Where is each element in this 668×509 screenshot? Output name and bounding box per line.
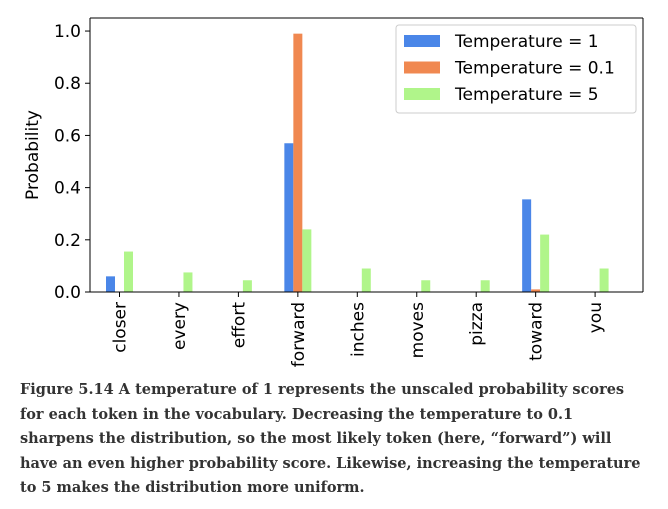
x-tick-label: every bbox=[170, 302, 190, 350]
x-tick-label: pizza bbox=[467, 302, 487, 346]
bar-moves-series-3 bbox=[421, 280, 431, 292]
bar-forward-series-2 bbox=[293, 33, 303, 293]
legend-swatch bbox=[404, 35, 440, 47]
caption-text: A temperature of 1 represents the unscal… bbox=[20, 381, 641, 496]
bar-you-series-3 bbox=[599, 268, 609, 292]
x-tick-label: moves bbox=[408, 302, 428, 358]
y-axis-label: Probability bbox=[23, 110, 43, 200]
bar-toward-series-1 bbox=[522, 199, 532, 292]
bars bbox=[106, 33, 609, 293]
bar-forward-series-1 bbox=[284, 143, 294, 292]
y-tick-label: 1.0 bbox=[54, 22, 81, 42]
bar-toward-series-2 bbox=[531, 289, 541, 292]
y-tick-label: 0.4 bbox=[54, 179, 81, 199]
axes: 0.0 0.2 0.4 0.6 0.8 1.0 closer every effort forwa… bbox=[54, 17, 644, 367]
legend-swatch bbox=[404, 88, 440, 100]
y-tick-label: 0.0 bbox=[54, 283, 81, 303]
bar-closer-series-3 bbox=[124, 251, 133, 292]
caption-label: Figure 5.14 bbox=[20, 381, 114, 398]
y-tick-label: 0.2 bbox=[54, 231, 81, 251]
figure-caption: Figure 5.14 A temperature of 1 represent… bbox=[20, 378, 650, 501]
bar-closer-series-1 bbox=[106, 276, 115, 292]
x-tick-label: you bbox=[586, 302, 606, 333]
bar-inches-series-3 bbox=[361, 268, 371, 292]
x-tick-label: closer bbox=[111, 302, 131, 353]
bar-toward-series-3 bbox=[540, 234, 550, 292]
bar-effort-series-3 bbox=[242, 280, 252, 292]
y-tick-label: 0.6 bbox=[54, 126, 81, 146]
legend-label: Temperature = 5 bbox=[454, 85, 599, 105]
legend-label: Temperature = 0.1 bbox=[454, 59, 615, 79]
x-tick-label: effort bbox=[229, 302, 249, 349]
legend-swatch bbox=[404, 61, 440, 74]
legend-box bbox=[395, 24, 637, 114]
bar-every-series-3 bbox=[183, 272, 193, 292]
x-tick-label: forward bbox=[289, 302, 309, 367]
x-tick-label: toward bbox=[527, 302, 547, 361]
legend-label: Temperature = 1 bbox=[454, 32, 599, 52]
x-tick-label: inches bbox=[348, 302, 368, 357]
bar-chart: 0.0 0.2 0.4 0.6 0.8 1.0 closer every effort forwa… bbox=[23, 17, 644, 367]
bar-forward-series-3 bbox=[302, 229, 312, 292]
legend: Temperature = 1 Temperature = 0.1 Temperat… bbox=[395, 24, 637, 114]
y-tick-label: 0.8 bbox=[54, 74, 81, 94]
bar-pizza-series-3 bbox=[480, 280, 490, 292]
